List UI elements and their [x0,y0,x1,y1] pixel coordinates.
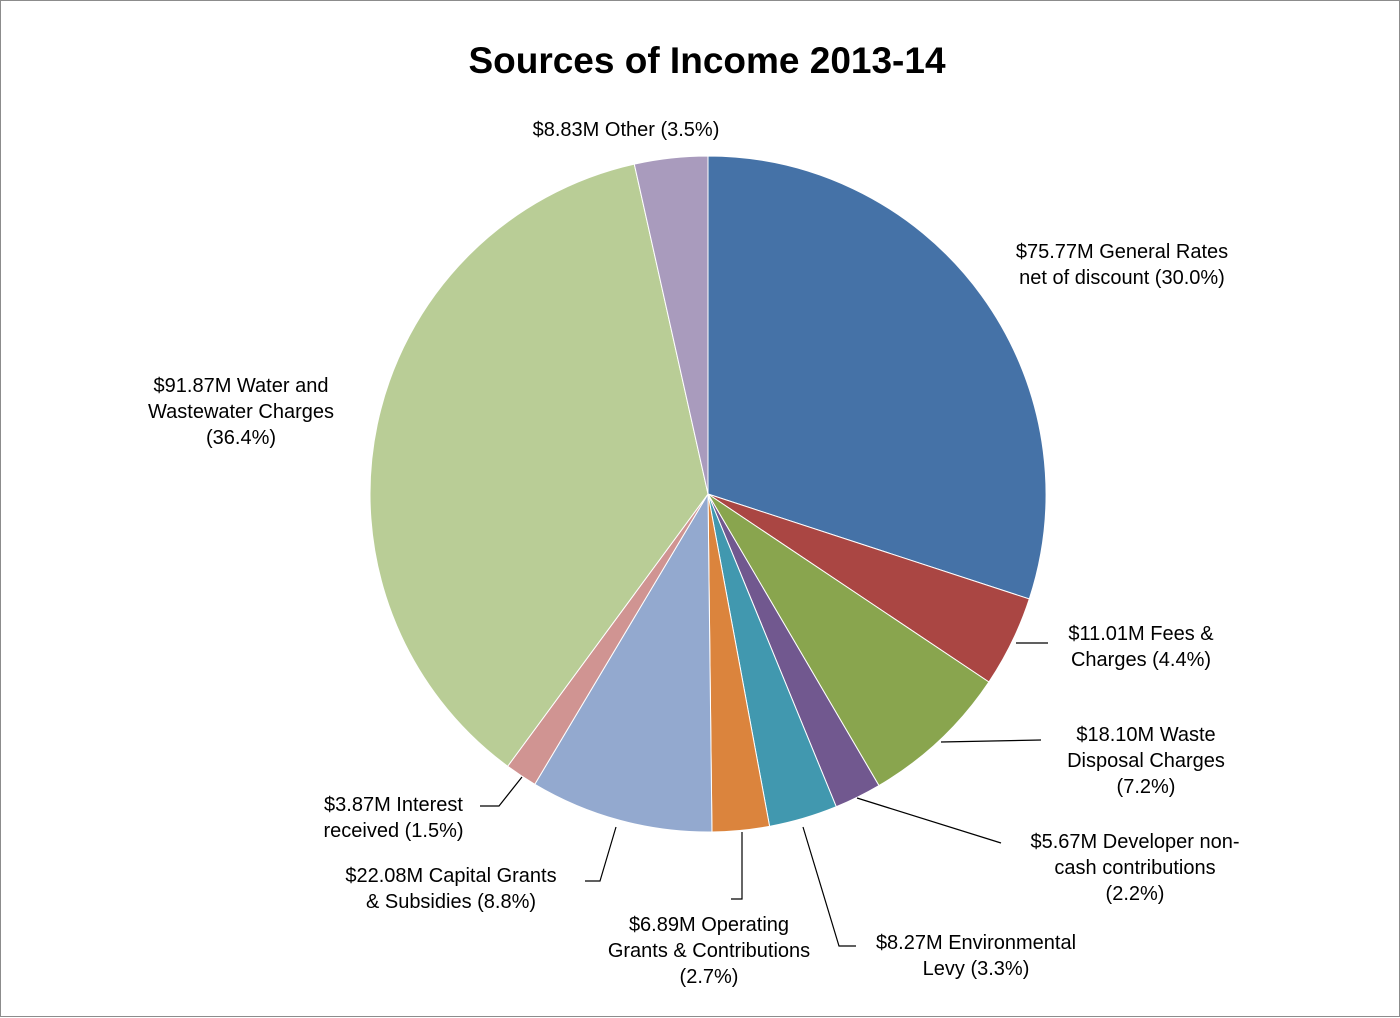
slice-label: $18.10M Waste Disposal Charges (7.2%) [1041,722,1251,800]
slice-label-line: cash contributions [1054,857,1216,879]
slice-label: $22.08M Capital Grants & Subsidies (8.8%) [321,863,581,915]
slice-label: $3.87M Interest received (1.5%) [301,792,486,844]
slice-label-line: $11.01M Fees & [1068,623,1214,645]
slice-label: $5.67M Developer non-cash contributions (… [1004,829,1266,907]
slice-label-line: Grants & Contributions [607,940,811,962]
slice-label-line: Wastewater Charges [148,401,334,423]
slice-label: $91.87M Water and Wastewater Charges (36.4… [91,373,391,451]
leader-line [940,739,1042,743]
leader-line [856,797,1002,844]
chart-title: Sources of Income 2013-14 [468,40,946,81]
slice-label-line: Disposal Charges [1067,750,1225,772]
slice-label-line: net of discount (30.0%) [1019,267,1225,289]
slice-label-line: $75.77M General Rates [1015,241,1229,263]
slice-label-line: $8.83M Other (3.5%) [532,119,720,141]
slice-label: $75.77M General Rates net of discount (30… [986,239,1258,291]
leader-line [480,776,523,807]
slice-label-line: $5.67M Developer non- [1030,831,1240,853]
slice-label-line: $6.89M Operating [628,914,790,936]
pie-slice [707,493,990,787]
slice-label-line: $22.08M Capital Grants [345,865,557,887]
pie-slice [633,155,709,495]
slice-label-line: $3.87M Interest [324,794,463,816]
pie-slice [707,155,1047,600]
slice-label-line: (7.2%) [1116,776,1176,798]
pie-slice [534,492,713,833]
slice-label: $6.89M Operating Grants & Contributions (2… [586,912,832,990]
slice-label: $8.83M Other (3.5%) [501,117,751,143]
slice-label-line: $8.27M Environmental [875,932,1077,954]
slice-label: $8.27M Environmental Levy (3.3%) [856,930,1096,982]
slice-label-line: (2.2%) [1105,883,1165,905]
pie-slice [369,163,709,767]
slice-label-line: $18.10M Waste [1076,724,1216,746]
slice-label-line: Charges (4.4%) [1070,649,1212,671]
slice-label-line: $91.87M Water and [153,375,329,397]
slice-label: $11.01M Fees & Charges (4.4%) [1041,621,1241,673]
slice-label-line: & Subsidies (8.8%) [365,891,537,913]
slice-label-line: received (1.5%) [323,820,464,842]
slice-label-line: (36.4%) [205,427,277,449]
leader-line [802,826,856,947]
slice-label-line: Levy (3.3%) [922,958,1030,980]
leader-line [585,826,617,882]
leader-line [731,832,743,900]
slice-label-line: (2.7%) [679,966,739,988]
